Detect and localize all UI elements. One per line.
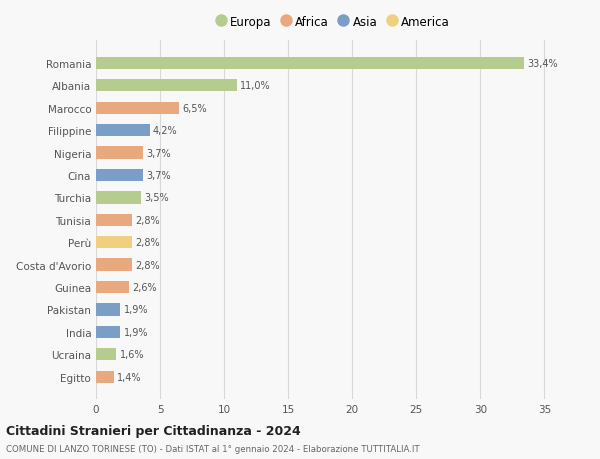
Legend: Europa, Africa, Asia, America: Europa, Africa, Asia, America	[211, 11, 455, 34]
Text: 33,4%: 33,4%	[527, 59, 558, 69]
Bar	[96, 281, 130, 294]
Bar	[96, 259, 132, 271]
Bar	[96, 192, 141, 204]
Text: 2,8%: 2,8%	[135, 238, 160, 248]
Text: 4,2%: 4,2%	[153, 126, 178, 136]
Bar	[96, 214, 132, 226]
Bar	[96, 348, 116, 361]
Text: 11,0%: 11,0%	[240, 81, 271, 91]
Text: 6,5%: 6,5%	[182, 103, 207, 113]
Bar	[96, 147, 143, 159]
Text: 3,5%: 3,5%	[144, 193, 169, 203]
Text: 1,9%: 1,9%	[124, 327, 148, 337]
Bar	[96, 236, 132, 249]
Bar	[96, 304, 121, 316]
Bar	[96, 102, 179, 115]
Text: 2,8%: 2,8%	[135, 260, 160, 270]
Text: 2,6%: 2,6%	[133, 282, 157, 292]
Bar	[96, 125, 150, 137]
Bar	[96, 371, 114, 383]
Text: 3,7%: 3,7%	[146, 148, 171, 158]
Text: 1,4%: 1,4%	[117, 372, 142, 382]
Bar	[96, 326, 121, 338]
Text: 2,8%: 2,8%	[135, 215, 160, 225]
Text: 1,9%: 1,9%	[124, 305, 148, 315]
Bar	[96, 169, 143, 182]
Text: 3,7%: 3,7%	[146, 171, 171, 180]
Text: Cittadini Stranieri per Cittadinanza - 2024: Cittadini Stranieri per Cittadinanza - 2…	[6, 424, 301, 437]
Bar	[96, 57, 524, 70]
Bar	[96, 80, 237, 92]
Text: COMUNE DI LANZO TORINESE (TO) - Dati ISTAT al 1° gennaio 2024 - Elaborazione TUT: COMUNE DI LANZO TORINESE (TO) - Dati IST…	[6, 444, 419, 453]
Text: 1,6%: 1,6%	[120, 350, 144, 359]
